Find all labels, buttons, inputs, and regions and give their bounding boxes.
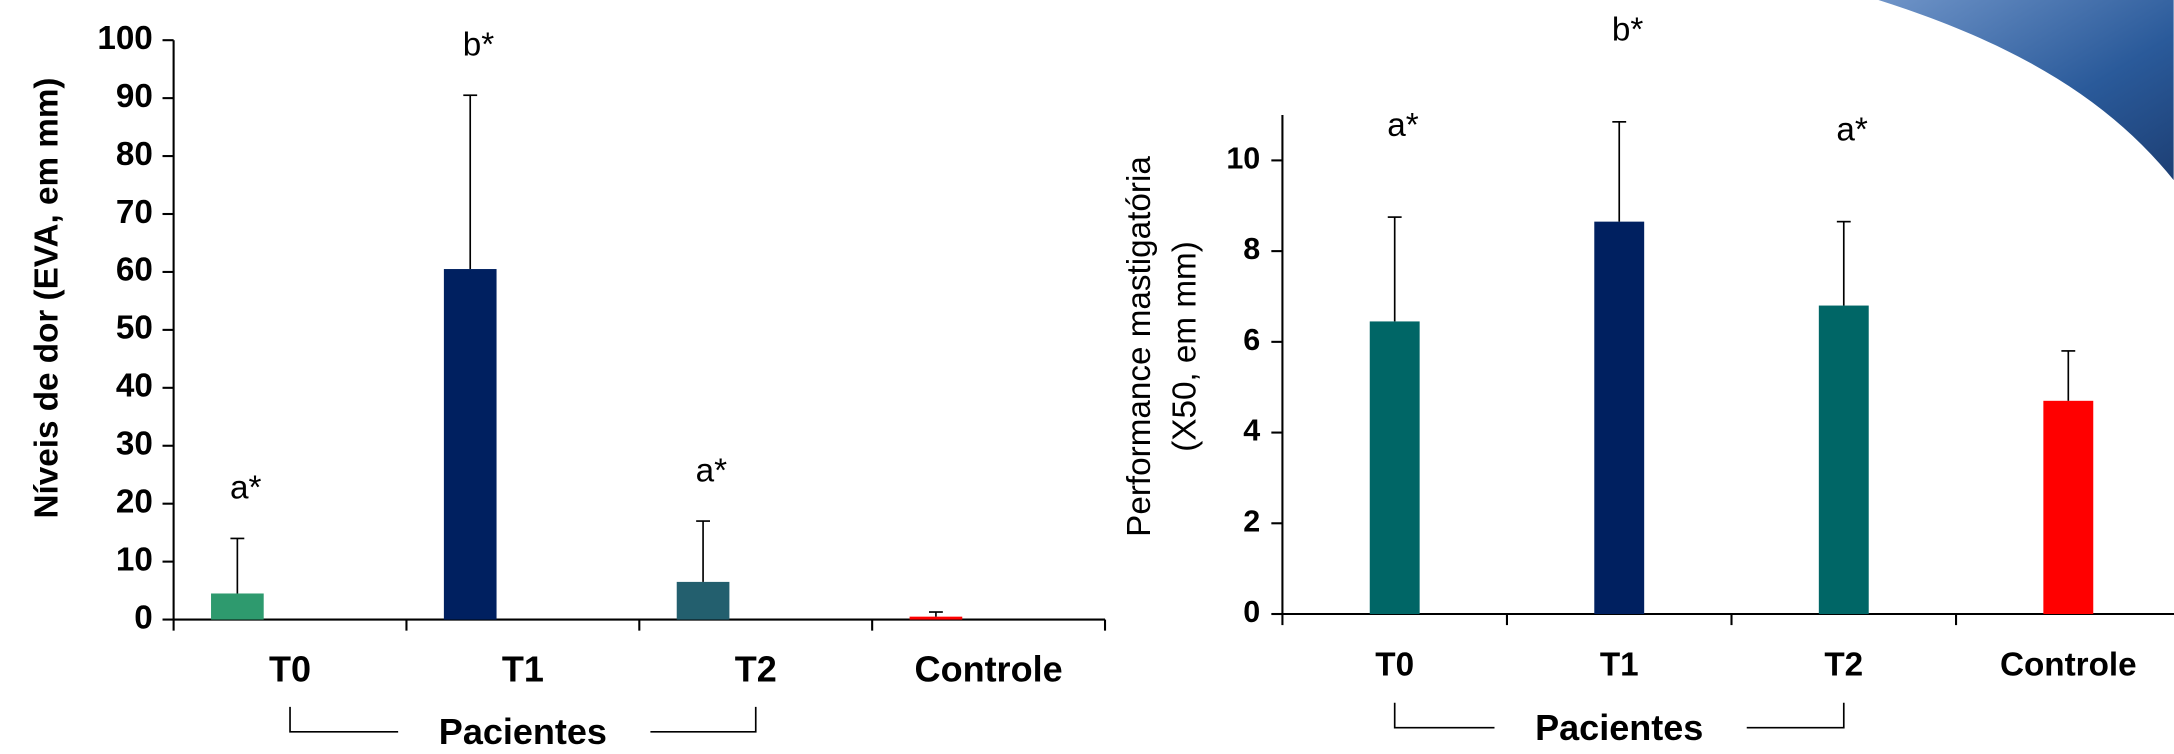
bar [1818, 305, 1869, 615]
bar [909, 616, 963, 620]
significance-label: a* [696, 452, 727, 489]
x-tick-label: Controle [915, 649, 1063, 690]
bar [443, 269, 497, 620]
bar [676, 581, 730, 620]
y-tick-label: 0 [134, 599, 153, 636]
y-tick-label: 80 [116, 136, 153, 173]
x-tick-label: T1 [502, 649, 544, 690]
bar [1594, 221, 1645, 615]
y-tick-label: 30 [116, 426, 153, 463]
x-tick-label: Controle [2000, 646, 2137, 683]
bar [2043, 400, 2094, 615]
group-bracket [289, 706, 757, 733]
y-tick-label: 8 [1243, 232, 1260, 266]
significance-label: b* [1612, 12, 1643, 49]
y-tick-label: 6 [1243, 323, 1260, 357]
group-label: Pacientes [439, 711, 607, 752]
y-tick-label: 10 [116, 541, 153, 578]
x-tick-label: T2 [1824, 646, 1863, 683]
y-tick-label: 50 [116, 310, 153, 347]
y-tick-label: 40 [116, 368, 153, 405]
significance-label: a* [1387, 107, 1418, 144]
group-bracket [1393, 702, 1845, 729]
bar [211, 593, 264, 620]
y-tick-label: 4 [1243, 414, 1260, 448]
y-axis-label: Níveis de dor (EVA, em mm) [29, 78, 66, 519]
y-tick-label: 90 [116, 78, 153, 115]
x-tick-label: T0 [1375, 646, 1414, 683]
y-tick-label: 2 [1243, 504, 1260, 538]
y-tick-label: 100 [97, 20, 152, 57]
y-axis-label: (X50, em mm) [1167, 241, 1204, 452]
y-tick-label: 0 [1243, 595, 1260, 629]
significance-label: a* [230, 470, 261, 507]
significance-label: a* [1836, 111, 1867, 148]
y-tick-label: 10 [1226, 141, 1260, 175]
group-label: Pacientes [1535, 707, 1703, 748]
x-tick-label: T1 [1600, 646, 1639, 683]
y-tick-label: 70 [116, 194, 153, 231]
significance-label: b* [463, 27, 494, 64]
y-axis-label: Performance mastigatória [1121, 156, 1158, 537]
x-tick-label: T2 [735, 649, 777, 690]
y-tick-label: 60 [116, 252, 153, 289]
y-tick-label: 20 [116, 483, 153, 520]
bar [1369, 321, 1420, 615]
x-tick-label: T0 [269, 649, 311, 690]
decoration [1878, 0, 2174, 181]
